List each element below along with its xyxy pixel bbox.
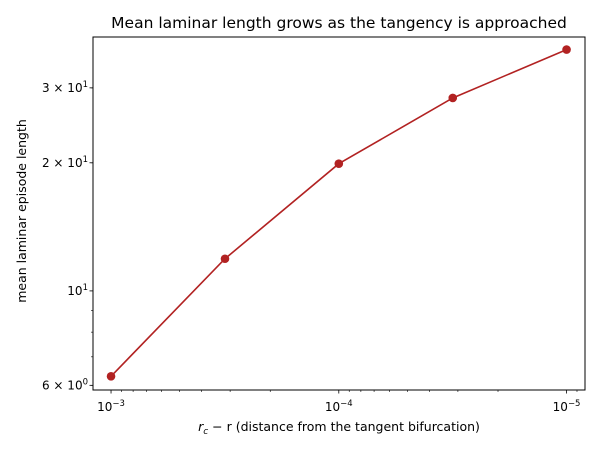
x-axis-label-var: r [198,419,204,434]
y-tick-label: 3 × 101 [42,80,88,95]
x-axis-label-sub: c [203,427,208,437]
axes-frame [92,36,586,391]
y-tick-label: 6 × 100 [42,377,88,392]
x-tick-label: 10−3 [97,399,125,414]
plot-area: 10−3 10−4 10−5 6 × 100 101 2 × 101 3 × 101 [42,36,586,414]
y-axis-label: mean laminar episode length [14,119,29,303]
x-axis-label: rc − r (distance from the tangent bifurc… [198,419,480,437]
y-tick-label: 2 × 101 [42,155,88,170]
chart-title: Mean laminar length grows as the tangenc… [111,14,567,32]
x-tick-label: 10−5 [553,399,581,414]
data-point [220,254,230,264]
x-tick-label: 10−4 [325,399,353,414]
data-point [448,93,458,103]
data-point [334,159,344,169]
y-tick-label: 101 [67,283,88,298]
x-axis-label-rest: − r (distance from the tangent bifurcati… [208,419,480,434]
data-point [562,45,571,54]
data-point [106,372,116,381]
